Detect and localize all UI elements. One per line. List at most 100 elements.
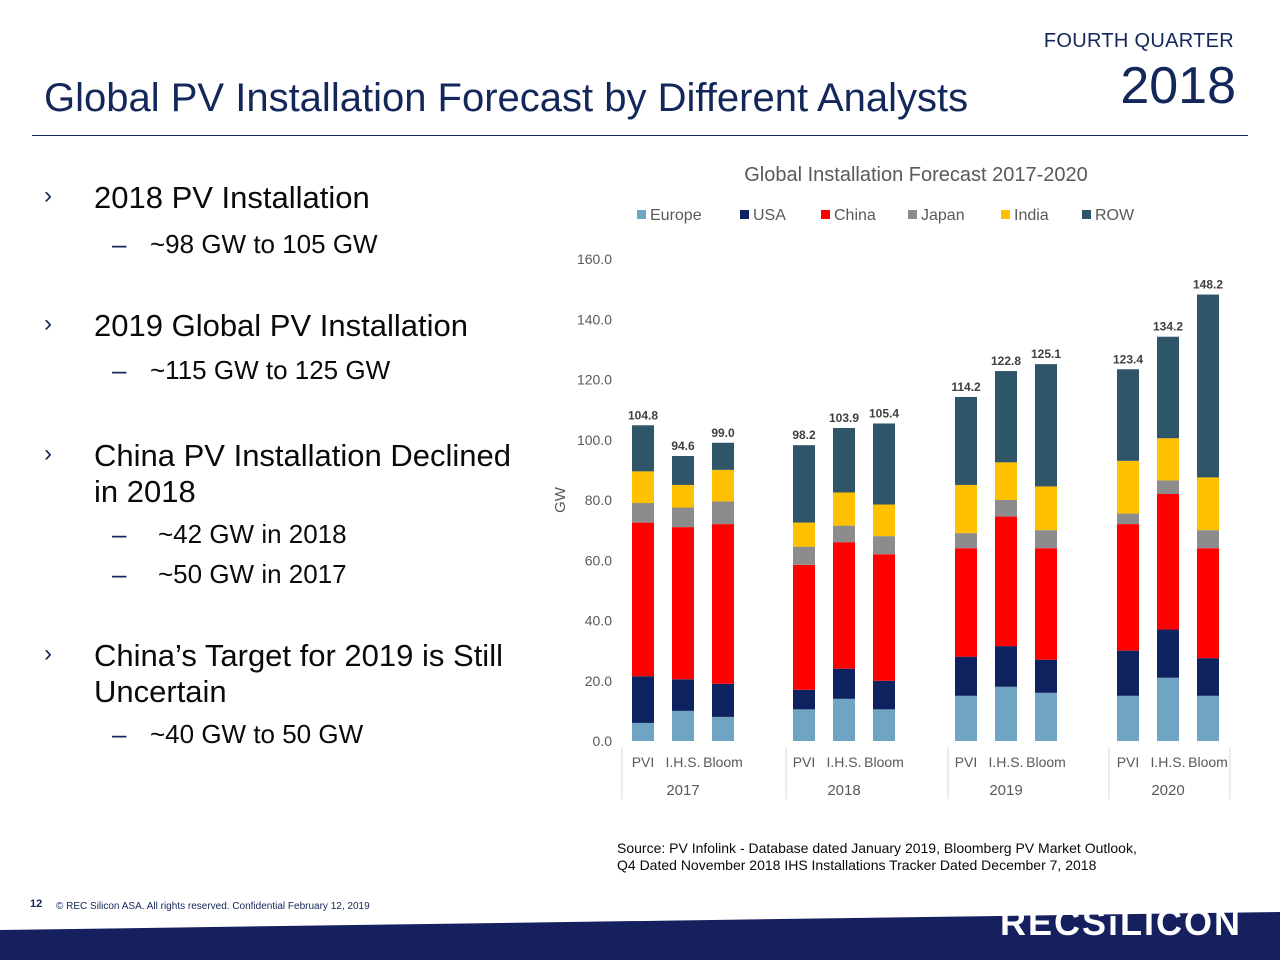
chevron-right-icon: › — [44, 310, 52, 337]
data-label: 122.8 — [991, 354, 1021, 368]
sub-bullet-text: ~115 GW to 125 GW — [150, 355, 391, 385]
bar-segment-europe — [1035, 692, 1057, 741]
bar-segment-japan — [1157, 480, 1179, 494]
bar-segment-europe — [793, 709, 815, 741]
bar-segment-india — [793, 522, 815, 547]
x-tick-label: Bloom — [1188, 754, 1228, 770]
sub-bullet: – ~98 GW to 105 GW — [44, 228, 534, 260]
bar-segment-europe — [873, 709, 895, 741]
sub-bullet: – ~42 GW in 2018 — [44, 518, 534, 550]
x-tick-label: I.H.S. — [1150, 754, 1185, 770]
bar-segment-india — [955, 484, 977, 534]
copyright-text: © REC Silicon ASA. All rights reserved. … — [56, 901, 370, 912]
bar-segment-japan — [793, 546, 815, 565]
bar-segment-china — [1117, 524, 1139, 651]
page-title: Global PV Installation Forecast by Diffe… — [44, 76, 969, 120]
data-label: 98.2 — [792, 428, 816, 442]
legend-label: China — [834, 207, 876, 224]
bar-segment-usa — [1035, 659, 1057, 693]
bar-segment-india — [1197, 477, 1219, 531]
data-label: 104.8 — [628, 408, 658, 422]
legend-swatch — [1001, 210, 1010, 219]
sub-bullet: – ~115 GW to 125 GW — [44, 354, 534, 386]
group-label: 2020 — [1151, 782, 1184, 799]
y-tick-label: 60.0 — [585, 552, 612, 568]
bar-segment-europe — [712, 716, 734, 741]
legend-swatch — [821, 210, 830, 219]
bar-segment-row — [1197, 294, 1219, 478]
bar-segment-india — [672, 484, 694, 508]
bullet-item: › China PV Installation Declined in 2018 — [44, 438, 534, 510]
bullet-item: › China’s Target for 2019 is Still Uncer… — [44, 638, 534, 710]
source-note: Source: PV Infolink - Database dated Jan… — [617, 840, 1137, 874]
x-tick-label: PVI — [1117, 754, 1140, 770]
bar-segment-row — [995, 371, 1017, 463]
bar-segment-europe — [1197, 695, 1219, 741]
bar-segment-china — [995, 516, 1017, 647]
bullet-text: 2019 Global PV Installation — [94, 308, 468, 343]
sub-bullet-text: ~98 GW to 105 GW — [150, 229, 378, 259]
bar-segment-usa — [955, 656, 977, 696]
bar-segment-usa — [873, 680, 895, 710]
x-tick-label: Bloom — [864, 754, 904, 770]
bar-segment-japan — [1035, 530, 1057, 549]
bar-segment-row — [955, 396, 977, 485]
bar-segment-japan — [995, 500, 1017, 517]
bar-segment-europe — [995, 686, 1017, 741]
year-label: 2018 — [1120, 57, 1236, 115]
bar-segment-row — [1157, 336, 1179, 439]
dash-icon: – — [112, 719, 127, 749]
bar-segment-europe — [1157, 677, 1179, 741]
bar-segment-europe — [1117, 695, 1139, 741]
bar-segment-india — [873, 504, 895, 537]
data-label: 103.9 — [829, 411, 859, 425]
bar-segment-india — [995, 462, 1017, 500]
bar-segment-india — [1157, 438, 1179, 481]
bar-segment-japan — [955, 533, 977, 549]
bullet-item: › 2019 Global PV Installation — [44, 308, 534, 344]
y-tick-label: 160.0 — [577, 251, 612, 267]
chart-title: Global Installation Forecast 2017-2020 — [744, 164, 1088, 186]
bar-segment-china — [1035, 548, 1057, 660]
bar-segment-row — [793, 445, 815, 523]
bar-segment-india — [632, 471, 654, 504]
bar-segment-china — [793, 564, 815, 690]
y-tick-label: 0.0 — [593, 733, 613, 749]
page-number: 12 — [30, 898, 43, 910]
bar-segment-row — [1117, 369, 1139, 461]
bar-segment-usa — [793, 689, 815, 710]
bullet-text: China PV Installation Declined in 2018 — [94, 438, 512, 509]
group-label: 2018 — [827, 782, 860, 799]
bar-segment-row — [672, 456, 694, 485]
sub-bullet-text: ~50 GW in 2017 — [158, 559, 347, 589]
source-line: Q4 Dated November 2018 IHS Installations… — [617, 857, 1097, 873]
data-label: 99.0 — [711, 426, 735, 440]
bar-segment-row — [712, 442, 734, 470]
bar-segment-china — [873, 554, 895, 681]
bar-segment-japan — [632, 503, 654, 523]
bar-segment-japan — [1197, 530, 1219, 549]
sub-bullet: – ~50 GW in 2017 — [44, 558, 534, 590]
x-tick-label: Bloom — [1026, 754, 1066, 770]
legend-swatch — [908, 210, 917, 219]
legend-swatch — [740, 210, 749, 219]
x-tick-label: PVI — [793, 754, 816, 770]
bar-segment-usa — [712, 683, 734, 717]
bar-segment-row — [873, 423, 895, 505]
bar-segment-usa — [672, 679, 694, 711]
bullet-text: China’s Target for 2019 is Still Uncerta… — [94, 638, 503, 709]
chart-canvas: Global Installation Forecast 2017-2020 Eu… — [552, 164, 1231, 799]
bar-segment-usa — [1117, 650, 1139, 696]
data-label: 134.2 — [1153, 320, 1183, 334]
chevron-right-icon: › — [44, 640, 52, 667]
dash-icon: – — [112, 229, 127, 259]
title-divider — [32, 135, 1248, 136]
bar-segment-japan — [833, 525, 855, 543]
source-line: Source: PV Infolink - Database dated Jan… — [617, 840, 1137, 856]
x-tick-label: PVI — [632, 754, 655, 770]
chevron-right-icon: › — [44, 182, 52, 209]
legend-label: ROW — [1095, 207, 1135, 224]
bar-segment-china — [1197, 548, 1219, 659]
y-tick-label: 120.0 — [577, 372, 612, 388]
legend-swatch — [1082, 210, 1091, 219]
